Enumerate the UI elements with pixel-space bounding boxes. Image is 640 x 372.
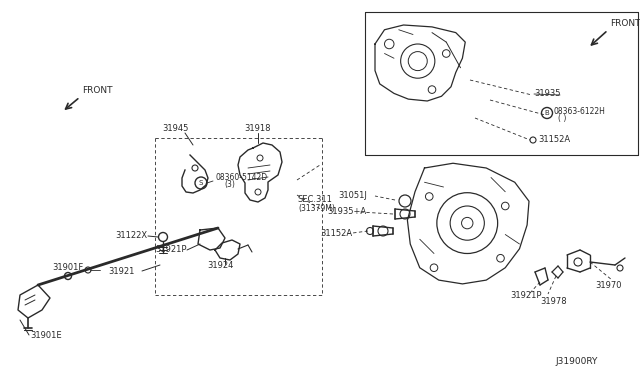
Text: (31379M): (31379M): [298, 203, 335, 212]
Text: 31152A: 31152A: [320, 228, 352, 237]
Text: B: B: [545, 110, 549, 116]
Text: J31900RY: J31900RY: [555, 357, 597, 366]
Text: 31152A: 31152A: [538, 135, 570, 144]
Text: 31901F: 31901F: [52, 263, 83, 273]
Text: 31935: 31935: [534, 90, 561, 99]
Text: 31978: 31978: [540, 298, 566, 307]
Text: S: S: [199, 180, 203, 186]
Text: 31921P: 31921P: [510, 291, 541, 299]
Text: 31901E: 31901E: [30, 330, 61, 340]
Text: 31935+A: 31935+A: [327, 206, 366, 215]
Text: FRONT: FRONT: [610, 19, 640, 28]
Text: FRONT: FRONT: [82, 86, 113, 95]
Text: 31051J: 31051J: [338, 190, 367, 199]
Text: 08363-6122H: 08363-6122H: [554, 108, 606, 116]
Text: ( ): ( ): [558, 115, 566, 124]
Text: 31945: 31945: [162, 124, 188, 133]
Text: (3): (3): [224, 180, 235, 189]
Text: 08360-5142D: 08360-5142D: [215, 173, 267, 182]
Text: 31921P: 31921P: [155, 246, 186, 254]
Text: 31924: 31924: [207, 262, 234, 270]
Text: 31970: 31970: [595, 280, 621, 289]
Text: SEC.311: SEC.311: [298, 196, 333, 205]
Text: 31122X: 31122X: [115, 231, 147, 241]
Text: 31921: 31921: [108, 267, 134, 276]
Text: 31918: 31918: [244, 124, 271, 133]
